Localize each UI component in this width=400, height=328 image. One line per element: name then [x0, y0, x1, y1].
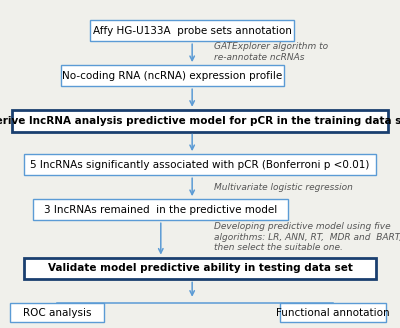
Text: ROC analysis: ROC analysis — [23, 308, 91, 318]
FancyBboxPatch shape — [24, 257, 376, 279]
FancyBboxPatch shape — [90, 20, 294, 41]
FancyBboxPatch shape — [280, 303, 386, 322]
Text: GATExplorer algorithm to
re-annotate ncRNAs: GATExplorer algorithm to re-annotate ncR… — [214, 42, 328, 62]
FancyBboxPatch shape — [61, 65, 284, 86]
Text: No-coding RNA (ncRNA) expression profile: No-coding RNA (ncRNA) expression profile — [62, 71, 283, 81]
Text: Developing predictive model using five
algorithms: LR, ANN, RT,  MDR and  BART,
: Developing predictive model using five a… — [214, 222, 400, 252]
Text: Multivariate logistic regression: Multivariate logistic regression — [214, 183, 352, 192]
Text: Derive lncRNA analysis predictive model for pCR in the training data set: Derive lncRNA analysis predictive model … — [0, 115, 400, 126]
Text: 5 lncRNAs significantly associated with pCR (Bonferroni p <0.01): 5 lncRNAs significantly associated with … — [30, 160, 370, 170]
Text: Validate model predictive ability in testing data set: Validate model predictive ability in tes… — [48, 263, 352, 274]
Text: Affy HG-U133A  probe sets annotation: Affy HG-U133A probe sets annotation — [93, 26, 292, 36]
Text: Functional annotation: Functional annotation — [276, 308, 390, 318]
Text: 3 lncRNAs remained  in the predictive model: 3 lncRNAs remained in the predictive mod… — [44, 205, 278, 215]
FancyBboxPatch shape — [34, 199, 288, 220]
FancyBboxPatch shape — [10, 303, 104, 322]
FancyBboxPatch shape — [24, 154, 376, 175]
FancyBboxPatch shape — [12, 110, 388, 132]
